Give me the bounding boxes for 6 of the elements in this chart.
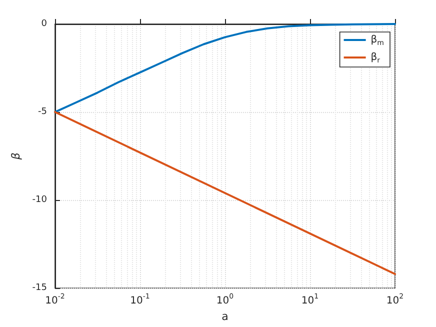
y-tick-label: -15 [32, 283, 47, 294]
x-axis-title: a [222, 310, 228, 323]
y-tick-label: -5 [38, 107, 47, 118]
y-tick-label: 0 [41, 19, 48, 29]
y-axis-title: β [9, 152, 22, 161]
y-tick-label: -10 [32, 195, 48, 206]
